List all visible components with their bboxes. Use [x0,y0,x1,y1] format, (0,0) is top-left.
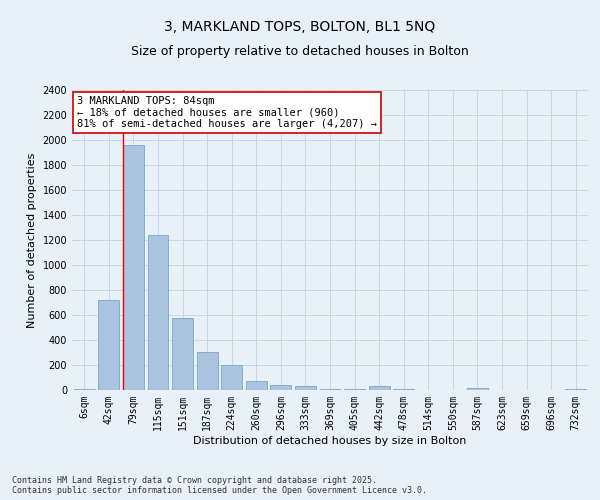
Bar [320,389,340,390]
Bar [246,380,267,390]
Text: 3 MARKLAND TOPS: 84sqm
← 18% of detached houses are smaller (960)
81% of semi-de: 3 MARKLAND TOPS: 84sqm ← 18% of detached… [77,96,377,129]
Bar [368,386,389,390]
Bar [295,386,316,390]
Bar [197,352,218,390]
Bar [271,385,292,390]
Bar [221,365,242,390]
Bar [148,235,169,390]
Text: Contains HM Land Registry data © Crown copyright and database right 2025.
Contai: Contains HM Land Registry data © Crown c… [12,476,427,495]
Bar [467,388,488,390]
Bar [98,300,119,390]
Bar [74,389,95,390]
Bar [123,145,144,390]
Text: Size of property relative to detached houses in Bolton: Size of property relative to detached ho… [131,45,469,58]
X-axis label: Distribution of detached houses by size in Bolton: Distribution of detached houses by size … [193,436,467,446]
Text: 3, MARKLAND TOPS, BOLTON, BL1 5NQ: 3, MARKLAND TOPS, BOLTON, BL1 5NQ [164,20,436,34]
Y-axis label: Number of detached properties: Number of detached properties [27,152,37,328]
Bar [172,318,193,390]
